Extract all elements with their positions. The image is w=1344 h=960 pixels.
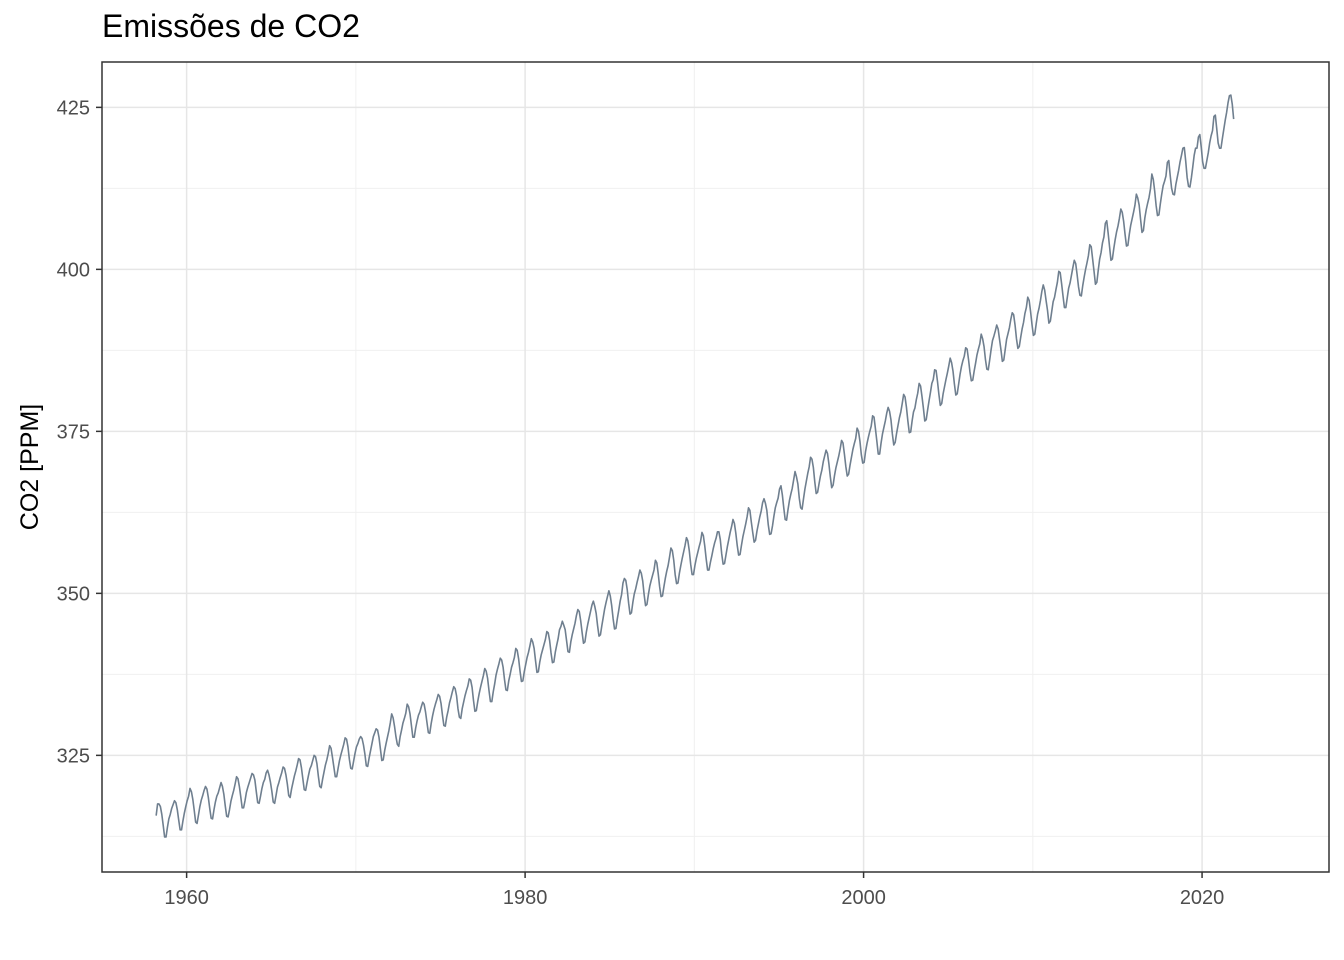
y-axis-title: CO2 [PPM] — [16, 404, 44, 530]
y-tick-label: 400 — [57, 259, 90, 281]
y-axis: 325 350 375 400 425 — [57, 97, 102, 767]
panel-border — [101, 61, 1330, 873]
major-gridlines — [102, 62, 1329, 872]
x-tick-label: 2000 — [841, 887, 886, 909]
series-line-0 — [155, 94, 1235, 838]
y-tick-label: 375 — [57, 421, 90, 443]
minor-gridlines — [102, 62, 1329, 872]
x-tick-label: 1960 — [164, 887, 209, 909]
y-tick-label: 325 — [57, 745, 90, 767]
chart-title: Emissões de CO2 — [102, 8, 360, 44]
x-tick-label: 1980 — [503, 887, 548, 909]
x-axis: 1960 1980 2000 2020 — [164, 872, 1224, 909]
x-tick-label: 2020 — [1180, 887, 1225, 909]
y-tick-label: 350 — [57, 583, 90, 605]
series-layer — [155, 94, 1235, 838]
y-tick-label: 425 — [57, 97, 90, 119]
